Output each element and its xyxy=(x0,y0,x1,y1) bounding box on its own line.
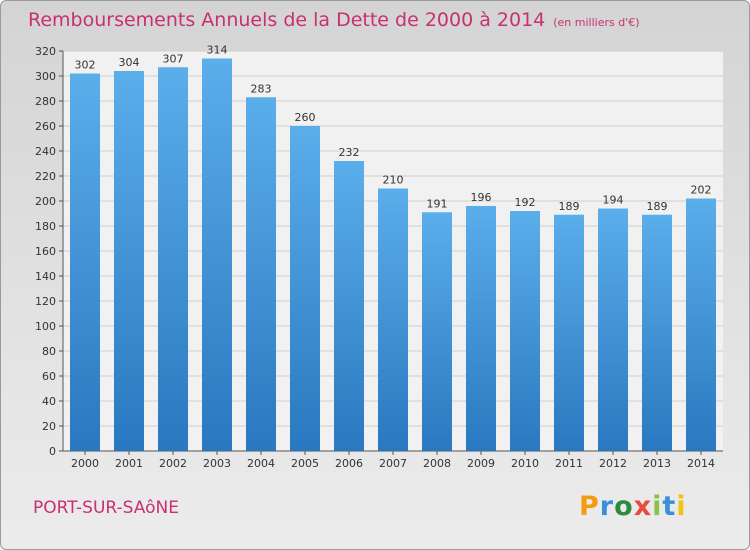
axes: 0 20 40 60 80 100 120 140 160 180 200 220 240 260 280 3… xyxy=(35,45,723,470)
x-tick-label: 2001 xyxy=(115,457,143,470)
logo-letter: o xyxy=(614,491,634,522)
bar xyxy=(686,198,716,451)
data-label: 191 xyxy=(427,197,448,210)
data-label: 307 xyxy=(163,52,184,65)
y-tick-label: 80 xyxy=(42,345,56,358)
y-tick-label: 120 xyxy=(35,295,56,308)
bar xyxy=(290,126,320,451)
data-label: 232 xyxy=(339,146,360,159)
bar xyxy=(202,58,232,451)
logo-letter: P xyxy=(579,491,600,522)
data-label: 194 xyxy=(603,194,624,207)
data-label: 189 xyxy=(559,200,580,213)
data-label: 283 xyxy=(251,82,272,95)
bar xyxy=(158,67,188,451)
chart-subtitle: (en milliers d'€) xyxy=(553,16,640,29)
y-tick-label: 100 xyxy=(35,320,56,333)
y-tick-label: 60 xyxy=(42,370,56,383)
x-tick-label: 2008 xyxy=(423,457,451,470)
x-tick-label: 2000 xyxy=(71,457,99,470)
logo-letter: t xyxy=(662,491,677,522)
bars xyxy=(70,58,716,451)
data-label: 210 xyxy=(383,174,404,187)
y-tick-label: 0 xyxy=(49,445,56,458)
chart-title-text: Remboursements Annuels de la Dette de 20… xyxy=(28,9,546,31)
x-tick-label: 2007 xyxy=(379,457,407,470)
bar xyxy=(642,214,672,451)
bar xyxy=(114,71,144,451)
data-label: 302 xyxy=(75,59,96,72)
y-tick-label: 200 xyxy=(35,195,56,208)
data-label: 192 xyxy=(515,196,536,209)
data-label: 189 xyxy=(647,200,668,213)
y-tick-label: 280 xyxy=(35,95,56,108)
bar xyxy=(334,161,364,451)
y-tick-label: 160 xyxy=(35,245,56,258)
y-tick-label: 140 xyxy=(35,270,56,283)
data-labels: 302 304 307 314 283 260 232 210 191 196 192 189 194 1… xyxy=(75,44,712,213)
data-label: 314 xyxy=(207,44,228,57)
x-tick-label: 2004 xyxy=(247,457,275,470)
data-label: 304 xyxy=(119,56,140,69)
logo-letter: i xyxy=(652,491,663,522)
logo-letter: i xyxy=(676,491,687,522)
bar xyxy=(422,212,452,451)
y-tick-label: 40 xyxy=(42,395,56,408)
bar xyxy=(510,211,540,451)
x-tick-label: 2002 xyxy=(159,457,187,470)
y-tick-label: 220 xyxy=(35,170,56,183)
chart-title: Remboursements Annuels de la Dette de 20… xyxy=(28,9,640,31)
data-label: 202 xyxy=(691,184,712,197)
x-tick-label: 2006 xyxy=(335,457,363,470)
x-tick-label: 2013 xyxy=(643,457,671,470)
y-tick-label: 300 xyxy=(35,70,56,83)
x-tick-label: 2014 xyxy=(687,457,715,470)
data-label: 260 xyxy=(295,111,316,124)
logo-letter: r xyxy=(599,491,615,522)
y-tick-label: 320 xyxy=(35,45,56,58)
x-tick-label: 2005 xyxy=(291,457,319,470)
data-label: 196 xyxy=(471,191,492,204)
x-tick-label: 2012 xyxy=(599,457,627,470)
y-tick-label: 240 xyxy=(35,145,56,158)
y-tick-label: 20 xyxy=(42,420,56,433)
x-tick-label: 2011 xyxy=(555,457,583,470)
x-tick-label: 2010 xyxy=(511,457,539,470)
x-tick-label: 2009 xyxy=(467,457,495,470)
bar xyxy=(246,97,276,451)
y-tick-label: 260 xyxy=(35,120,56,133)
bar xyxy=(466,206,496,451)
logo-letter: x xyxy=(633,491,653,522)
proxiti-logo: Proxiti xyxy=(579,491,687,522)
bar xyxy=(378,188,408,451)
bar xyxy=(70,73,100,451)
x-tick-label: 2003 xyxy=(203,457,231,470)
bar xyxy=(554,214,584,451)
bar xyxy=(598,208,628,451)
y-tick-label: 180 xyxy=(35,220,56,233)
city-name: PORT-SUR-SAôNE xyxy=(33,498,179,518)
